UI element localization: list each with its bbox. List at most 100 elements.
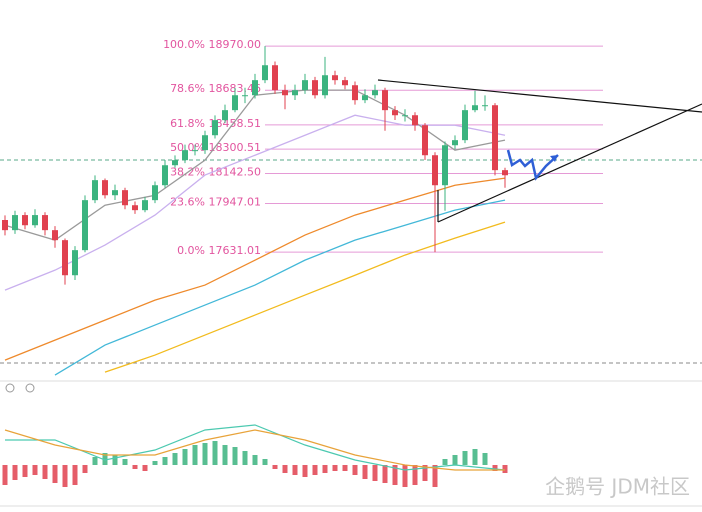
macd-bar: [152, 461, 158, 465]
macd-bar: [32, 465, 38, 475]
macd-bar: [102, 453, 108, 465]
macd-bar: [82, 465, 88, 473]
macd-bar: [332, 465, 338, 471]
macd-bar: [422, 465, 428, 481]
candle-body: [342, 80, 348, 86]
macd-bar: [172, 453, 178, 465]
candle-body: [272, 65, 278, 91]
macd-bar: [222, 445, 228, 465]
macd-bar: [442, 459, 448, 465]
candle-body: [212, 120, 218, 136]
candle-body: [182, 150, 188, 161]
macd-bar: [22, 465, 28, 477]
candle-body: [302, 80, 308, 91]
fib-label: 38.2% 18142.50: [170, 165, 261, 178]
candle-body: [262, 65, 268, 81]
fib-label: 78.6% 18683.46: [170, 82, 261, 95]
macd-bar: [502, 465, 508, 473]
macd-bar: [92, 457, 98, 465]
settings-icon[interactable]: [5, 383, 15, 393]
candle-body: [382, 90, 388, 111]
trendlines: [377, 79, 702, 223]
moving-average: [4, 177, 506, 361]
macd-bar: [112, 455, 118, 465]
candle-body: [42, 215, 48, 231]
candle-body: [402, 115, 408, 117]
macd-bar: [432, 465, 438, 487]
trendline: [377, 79, 702, 113]
candle-body: [502, 170, 508, 176]
macd-bar: [482, 453, 488, 465]
candle-body: [292, 90, 298, 96]
candle-body: [192, 150, 198, 152]
candle-body: [132, 205, 138, 211]
macd-bar: [492, 465, 498, 471]
macd-bar: [122, 459, 128, 465]
fib-label: 100.0% 18970.00: [163, 38, 261, 51]
macd-bar: [452, 455, 458, 465]
macd-bar: [132, 465, 138, 469]
candle-body: [482, 105, 488, 107]
macd-bar: [272, 465, 278, 469]
candle-body: [222, 110, 228, 121]
macd-bar: [382, 465, 388, 483]
macd-bar: [182, 449, 188, 465]
macd-bar: [162, 457, 168, 465]
candle-body: [162, 165, 168, 186]
candle-body: [122, 190, 128, 206]
candle-body: [112, 190, 118, 196]
macd-bar: [402, 465, 408, 487]
candle-body: [412, 115, 418, 126]
candle-body: [452, 140, 458, 146]
settings-icon[interactable]: [25, 383, 35, 393]
candle-body: [322, 75, 328, 96]
macd-bar: [142, 465, 148, 471]
arrow-head: [550, 155, 558, 162]
candle-body: [462, 110, 468, 141]
macd-bar: [302, 465, 308, 477]
candle-body: [442, 145, 448, 186]
macd-bar: [342, 465, 348, 471]
candle-body: [92, 180, 98, 201]
macd-bar: [2, 465, 8, 485]
candle-body: [232, 95, 238, 111]
candle-body: [32, 215, 38, 226]
macd-bar: [52, 465, 58, 483]
watermark: 企鹅号 JDM社区: [545, 475, 690, 499]
candle-body: [332, 75, 338, 81]
macd-bar: [62, 465, 68, 487]
macd-bar: [242, 451, 248, 465]
candle-body: [102, 180, 108, 196]
macd-bar: [462, 451, 468, 465]
macd-bar: [252, 455, 258, 465]
macd-bar: [42, 465, 48, 479]
macd-bar: [412, 465, 418, 485]
macd-bar: [472, 449, 478, 465]
candle-body: [152, 185, 158, 201]
annotations: [0, 159, 702, 507]
candle-body: [62, 240, 68, 276]
candle-body: [282, 90, 288, 96]
macd-bar: [192, 445, 198, 465]
macd-bar: [232, 447, 238, 465]
macd-bar: [212, 441, 218, 465]
candle-body: [82, 200, 88, 251]
candle-body: [312, 80, 318, 96]
candle-body: [242, 95, 248, 97]
macd-bar: [262, 459, 268, 465]
macd-bar: [322, 465, 328, 473]
macd-bar: [312, 465, 318, 475]
candle-body: [392, 110, 398, 116]
candle-body: [372, 90, 378, 96]
candle-body: [362, 95, 368, 101]
macd-bar: [362, 465, 368, 479]
candle-body: [202, 135, 208, 151]
fib-label: 0.0% 17631.01: [177, 244, 261, 257]
moving-average: [54, 199, 506, 376]
candle-body: [422, 125, 428, 156]
moving-average: [104, 221, 506, 373]
candle-body: [472, 105, 478, 111]
candle-body: [22, 215, 28, 226]
macd-bar: [292, 465, 298, 475]
